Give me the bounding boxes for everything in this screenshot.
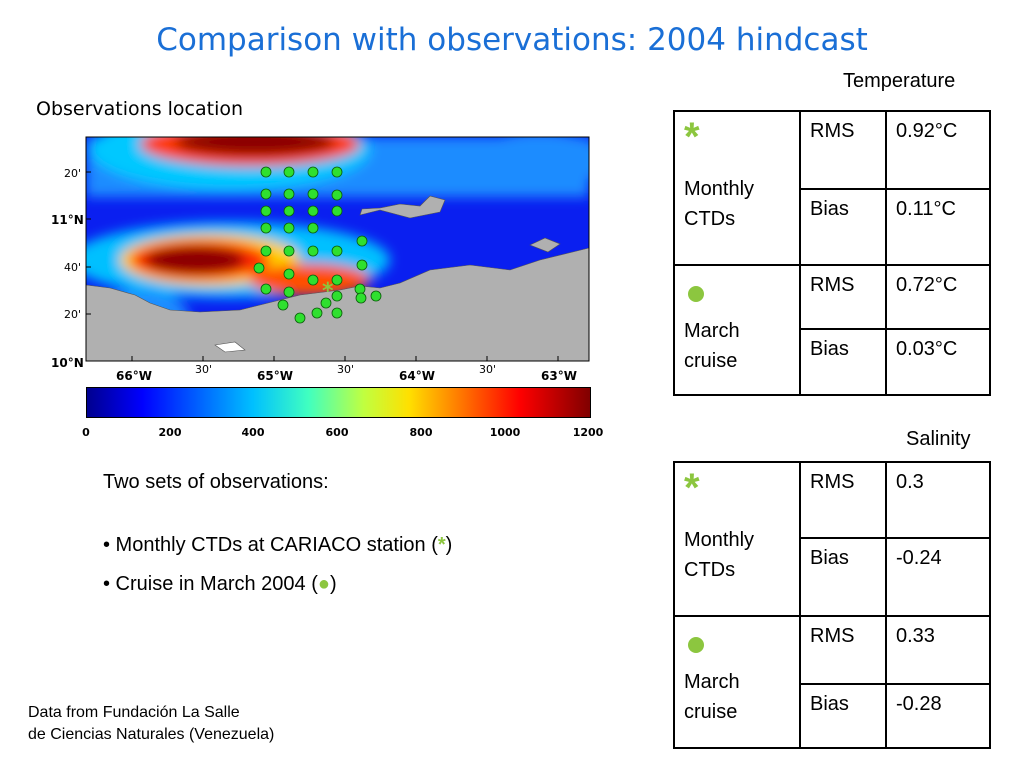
bullet-text: • Cruise in March 2004 ( bbox=[103, 573, 318, 595]
dot-symbol: ● bbox=[317, 573, 330, 595]
colorbar-tick: 400 bbox=[241, 426, 265, 439]
star-icon: * bbox=[684, 115, 700, 159]
bullet-item-monthly: • Monthly CTDs at CARIACO station (*) bbox=[103, 534, 452, 557]
bullet-text: • Monthly CTDs at CARIACO station ( bbox=[103, 534, 438, 556]
observation-sets: Two sets of observations: • Monthly CTDs… bbox=[103, 471, 452, 596]
lon-label: 63°W bbox=[541, 369, 577, 383]
colorbar-tick: 0 bbox=[82, 426, 90, 439]
lon-label: 30' bbox=[337, 363, 355, 376]
group-label: March cruise bbox=[684, 671, 740, 723]
group-label: March cruise bbox=[684, 320, 740, 372]
metric-value: 0.11°C bbox=[885, 188, 991, 266]
metric-value: 0.03°C bbox=[885, 328, 991, 396]
metric-label: Bias bbox=[799, 328, 887, 396]
colorbar-tick: 800 bbox=[409, 426, 433, 439]
metric-label: Bias bbox=[799, 188, 887, 266]
lat-label: 10°N bbox=[51, 356, 84, 370]
lat-label: 40' bbox=[64, 261, 82, 274]
dot-icon bbox=[688, 286, 704, 302]
metric-label: RMS bbox=[799, 615, 887, 685]
slide-title: Comparison with observations: 2004 hindc… bbox=[156, 22, 868, 58]
metric-label: RMS bbox=[799, 461, 887, 539]
lon-label: 65°W bbox=[257, 369, 293, 383]
metric-value: -0.28 bbox=[885, 683, 991, 749]
star-symbol: * bbox=[437, 534, 446, 556]
lat-label: 20' bbox=[64, 308, 82, 321]
depth-colorbar bbox=[86, 387, 591, 418]
credit-line: Data from Fundación La Salle bbox=[28, 704, 240, 721]
cariaco-station-star: * bbox=[322, 279, 334, 304]
metric-label: RMS bbox=[799, 110, 887, 190]
group-monthly-ctds: * Monthly CTDs bbox=[673, 461, 801, 617]
metric-label: Bias bbox=[799, 537, 887, 617]
group-label: Monthly CTDs bbox=[684, 529, 755, 581]
metric-label: RMS bbox=[799, 264, 887, 330]
group-label: Monthly CTDs bbox=[684, 178, 755, 230]
map-figure: * bbox=[85, 136, 590, 362]
metric-value: 0.92°C bbox=[885, 110, 991, 190]
lon-label: 30' bbox=[479, 363, 497, 376]
bullets-intro: Two sets of observations: bbox=[103, 471, 329, 493]
temperature-heading: Temperature bbox=[843, 70, 956, 92]
lon-label: 64°W bbox=[399, 369, 435, 383]
dot-icon bbox=[688, 637, 704, 653]
bullet-text: ) bbox=[329, 573, 337, 595]
colorbar-tick: 200 bbox=[158, 426, 182, 439]
data-credit: Data from Fundación La Salle de Ciencias… bbox=[28, 702, 274, 746]
lat-label: 20' bbox=[64, 167, 82, 180]
metric-value: 0.33 bbox=[885, 615, 991, 685]
colorbar-tick: 1200 bbox=[572, 426, 604, 439]
credit-line: de Ciencias Naturales (Venezuela) bbox=[28, 726, 275, 743]
colorbar-tick: 600 bbox=[325, 426, 349, 439]
metric-value: -0.24 bbox=[885, 537, 991, 617]
colorbar-tick: 1000 bbox=[489, 426, 521, 439]
bullet-text: ) bbox=[445, 534, 453, 556]
salinity-table: * Monthly CTDs RMS 0.3 Bias -0.24 March … bbox=[673, 461, 991, 749]
group-march-cruise: March cruise bbox=[673, 264, 801, 396]
temperature-table: * Monthly CTDs RMS 0.92°C Bias 0.11°C Ma… bbox=[673, 110, 991, 396]
observation-map: * 20' 11°N 40' 20' 10°N 66°W 30' 65°W 30… bbox=[0, 120, 640, 450]
map-heading: Observations location bbox=[36, 98, 244, 120]
metric-value: 0.3 bbox=[885, 461, 991, 539]
metric-label: Bias bbox=[799, 683, 887, 749]
metric-value: 0.72°C bbox=[885, 264, 991, 330]
star-icon: * bbox=[684, 466, 700, 510]
salinity-heading: Salinity bbox=[906, 428, 971, 450]
bullet-item-cruise: • Cruise in March 2004 (●) bbox=[103, 573, 452, 596]
lon-label: 66°W bbox=[116, 369, 152, 383]
group-monthly-ctds: * Monthly CTDs bbox=[673, 110, 801, 266]
lon-label: 30' bbox=[195, 363, 213, 376]
cruise-stations bbox=[253, 166, 382, 324]
group-march-cruise: March cruise bbox=[673, 615, 801, 749]
lat-label: 11°N bbox=[51, 213, 84, 227]
